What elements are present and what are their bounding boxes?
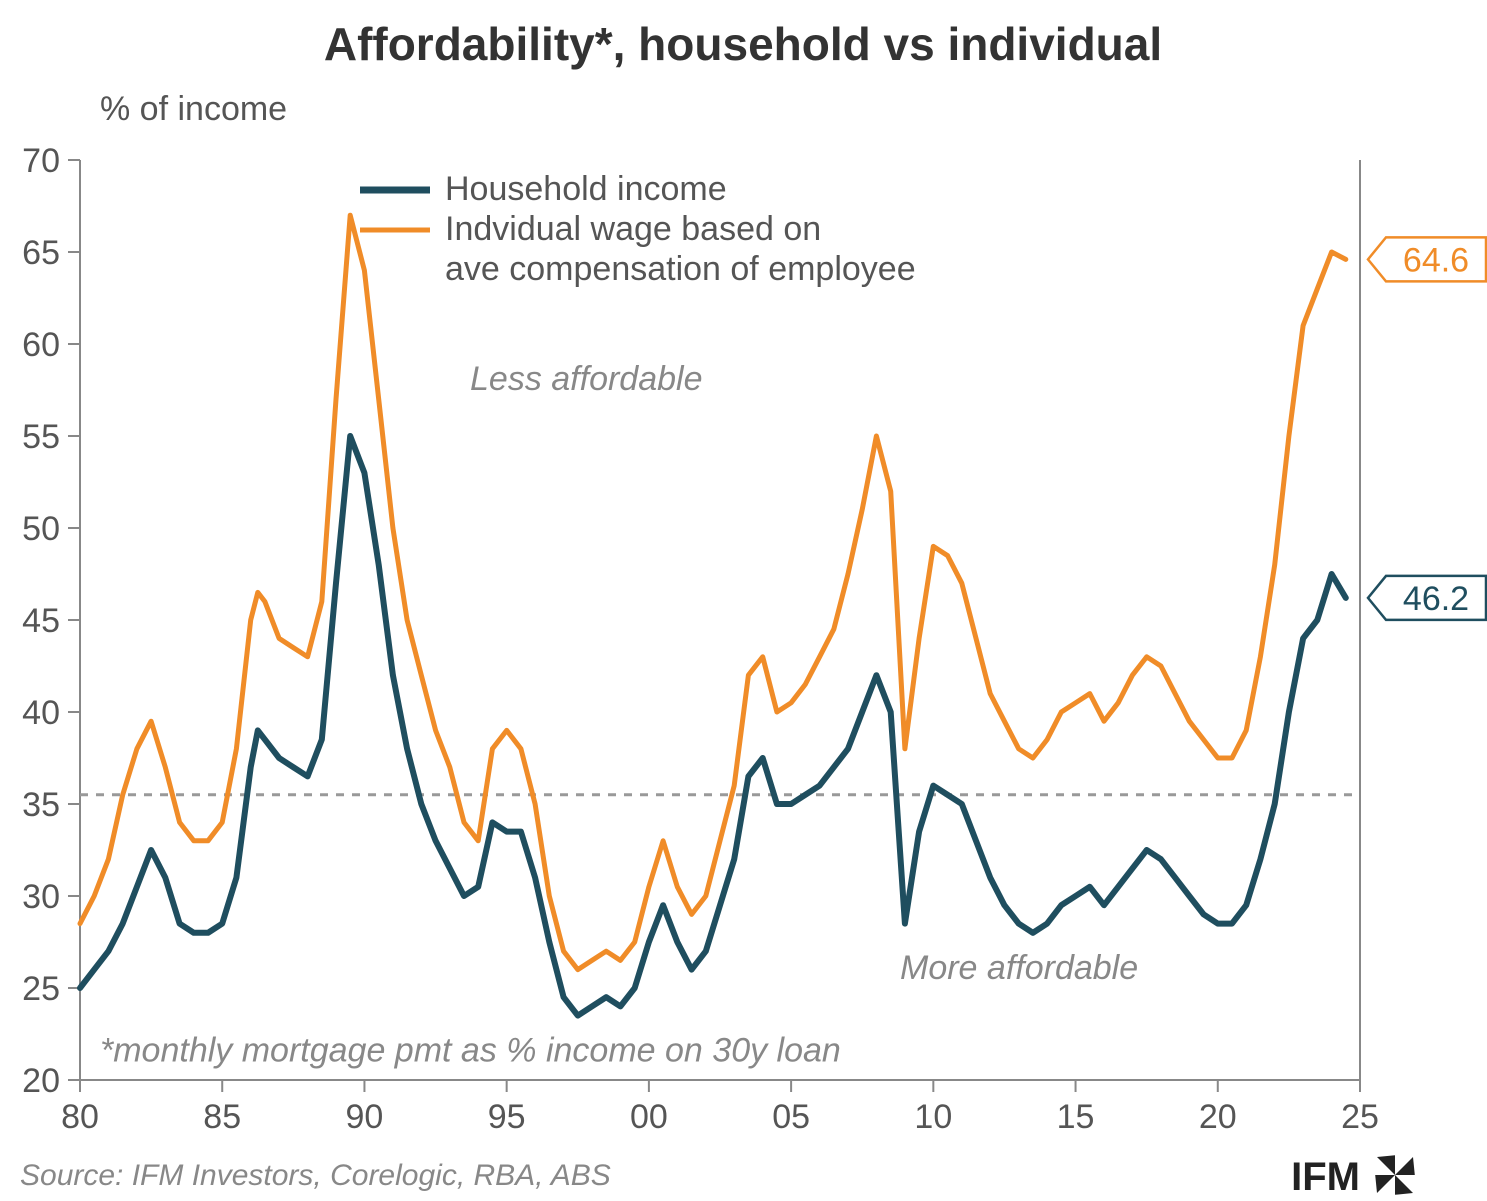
y-tick-label: 25 (22, 970, 60, 1008)
y-tick-label: 20 (22, 1062, 60, 1100)
y-tick-label: 45 (22, 602, 60, 640)
x-tick-label: 25 (1341, 1098, 1379, 1136)
x-tick-label: 15 (1057, 1098, 1095, 1136)
x-tick-label: 95 (488, 1098, 526, 1136)
ifm-logo: IFM (1291, 1155, 1415, 1199)
y-tick-label: 65 (22, 234, 60, 272)
y-tick-label: 30 (22, 878, 60, 916)
annotation-more-affordable: More affordable (900, 949, 1138, 987)
callout-household-value: 46.2 (1403, 580, 1469, 618)
x-tick-label: 80 (61, 1098, 99, 1136)
y-tick-label: 50 (22, 510, 60, 548)
ifm-logo-mark (1377, 1155, 1395, 1175)
legend-label-individual-line2: ave compensation of employee (445, 250, 916, 288)
legend-label-individual-line1: Indvidual wage based on (445, 210, 821, 248)
y-tick-label: 55 (22, 418, 60, 456)
x-tick-label: 05 (772, 1098, 810, 1136)
legend-label-household: Household income (445, 170, 727, 208)
annotation-less-affordable: Less affordable (470, 360, 703, 398)
series-line-0 (80, 436, 1346, 1016)
x-tick-label: 10 (914, 1098, 952, 1136)
callout-individual-value: 64.6 (1403, 241, 1469, 279)
x-tick-label: 00 (630, 1098, 668, 1136)
ifm-logo-text: IFM (1291, 1155, 1360, 1199)
chart-svg: Affordability*, household vs individual%… (0, 0, 1487, 1201)
x-tick-label: 20 (1199, 1098, 1237, 1136)
x-tick-label: 90 (346, 1098, 384, 1136)
chart-title: Affordability*, household vs individual (324, 18, 1162, 70)
source-text: Source: IFM Investors, Corelogic, RBA, A… (20, 1159, 611, 1192)
y-tick-label: 60 (22, 326, 60, 364)
x-tick-label: 85 (203, 1098, 241, 1136)
y-axis-label: % of income (100, 90, 287, 128)
y-tick-label: 35 (22, 786, 60, 824)
footnote-text: *monthly mortgage pmt as % income on 30y… (100, 1032, 841, 1070)
y-tick-label: 70 (22, 142, 60, 180)
y-tick-label: 40 (22, 694, 60, 732)
chart-container: Affordability*, household vs individual%… (0, 0, 1487, 1201)
